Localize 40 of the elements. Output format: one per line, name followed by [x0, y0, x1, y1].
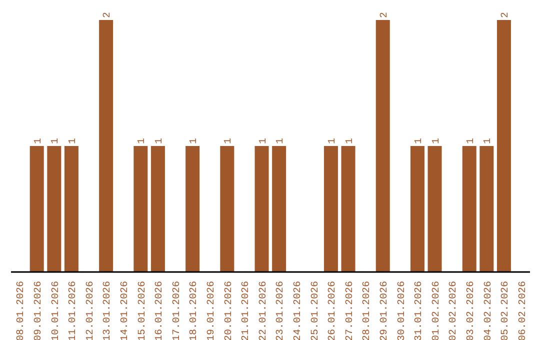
data-label: 2: [102, 12, 114, 18]
data-label: 1: [258, 138, 270, 144]
data-label: 1: [414, 138, 425, 144]
data-label: 1: [154, 138, 166, 144]
data-label: 1: [50, 138, 62, 144]
data-label: 1: [137, 138, 148, 144]
x-tick-label: 17.01.2026: [172, 281, 183, 340]
x-tick-label: 14.01.2026: [120, 281, 131, 340]
data-label: 1: [483, 138, 494, 144]
x-tick-label: 21.01.2026: [241, 281, 252, 340]
data-label: 1: [224, 138, 235, 144]
x-tick-label: 28.01.2026: [362, 281, 374, 340]
data-label: 1: [466, 138, 477, 144]
x-tick-label: 15.01.2026: [137, 281, 148, 340]
x-tick-label: 19.01.2026: [206, 281, 218, 340]
data-label: 1: [189, 138, 200, 144]
data-label: 1: [276, 138, 287, 144]
x-tick-label: 16.01.2026: [154, 281, 166, 340]
data-label: 2: [379, 12, 390, 18]
data-label: 2: [500, 12, 512, 18]
x-tick-label: 22.01.2026: [258, 281, 270, 340]
data-label: 1: [431, 138, 442, 144]
x-tick-label: 18.01.2026: [189, 281, 200, 340]
x-tick-label: 23.01.2026: [276, 281, 287, 340]
data-label: 1: [33, 138, 44, 144]
data-label: 1: [327, 138, 338, 144]
x-tick-label: 13.01.2026: [102, 281, 114, 340]
data-label: 1: [68, 138, 79, 144]
x-tick-label: 30.01.2026: [396, 281, 408, 340]
x-tick-label: 20.01.2026: [224, 281, 235, 340]
x-tick-label: 10.01.2026: [50, 281, 62, 340]
x-tick-label: 29.01.2026: [379, 281, 390, 340]
x-tick-label: 24.01.2026: [292, 281, 304, 340]
x-tick-label: 12.01.2026: [85, 281, 96, 340]
x-tick-label: 11.01.2026: [68, 281, 80, 340]
x-tick-label: 26.01.2026: [328, 281, 339, 340]
x-tick-label: 25.01.2026: [310, 281, 322, 340]
x-tick-label: 27.01.2026: [344, 281, 356, 340]
x-tick-label: 31.01.2026: [414, 281, 426, 340]
data-label: 1: [344, 138, 356, 144]
